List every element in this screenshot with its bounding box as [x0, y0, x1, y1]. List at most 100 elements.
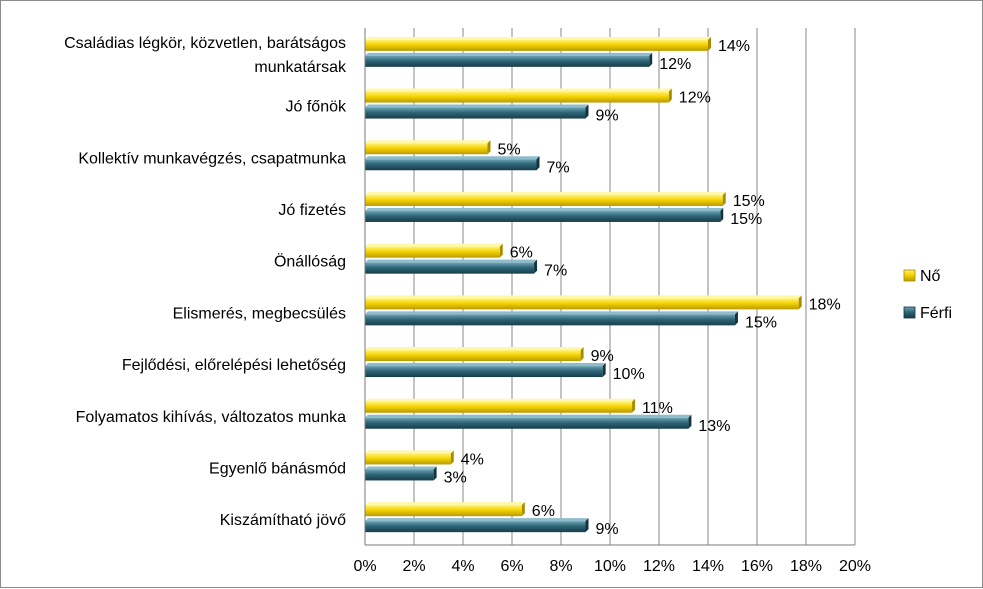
legend: Nő Férfi	[903, 268, 952, 322]
bar-no	[365, 502, 525, 517]
bar-front	[365, 366, 603, 378]
data-label: 14%	[718, 38, 750, 55]
bar-no	[365, 295, 802, 310]
bar-top-face	[365, 104, 589, 108]
bar-side-face	[602, 363, 606, 378]
bar-top-face	[365, 450, 454, 454]
bar-side-face	[487, 140, 491, 155]
data-label: 12%	[659, 56, 691, 73]
bar-top-face	[365, 414, 692, 418]
bar-top-face	[365, 207, 724, 211]
data-label: 7%	[544, 263, 567, 280]
bar-ferfi	[365, 104, 589, 119]
bar-side-face	[649, 52, 653, 67]
x-tick-label: 12%	[643, 558, 675, 575]
legend-item: Férfi	[903, 305, 952, 322]
bar-side-face	[734, 311, 738, 326]
bar-no	[365, 140, 491, 155]
bar-top-face	[365, 156, 540, 160]
bar-top-face	[365, 259, 538, 263]
bar-front	[365, 55, 650, 67]
bar-ferfi	[365, 414, 692, 429]
bar-ferfi	[365, 156, 540, 171]
bar-front	[365, 521, 586, 533]
data-label: 12%	[679, 90, 711, 107]
bar-top-face	[365, 36, 711, 40]
data-label: 9%	[596, 521, 619, 538]
bar-front	[365, 314, 735, 326]
bar-front	[365, 91, 669, 103]
bar-no	[365, 347, 584, 362]
data-label: 13%	[698, 418, 730, 435]
bar-ferfi	[365, 518, 589, 533]
legend-swatch	[903, 269, 916, 282]
bar-side-face	[433, 466, 437, 481]
x-tick-label: 20%	[839, 558, 871, 575]
category-label: Folyamatos kihívás, változatos munka	[76, 409, 346, 426]
bar-no	[365, 243, 503, 258]
bar-side-face	[668, 88, 672, 103]
data-label: 10%	[613, 366, 645, 383]
legend-swatch	[903, 306, 916, 319]
bar-front	[365, 143, 488, 155]
bar-no	[365, 450, 454, 465]
x-tick-label: 6%	[500, 558, 523, 575]
bar-side-face	[688, 414, 692, 429]
bar-no	[365, 36, 711, 51]
category-label: Egyenlő bánásmód	[209, 460, 346, 477]
bar-side-face	[585, 104, 589, 119]
category-label: Elismerés, megbecsülés	[173, 305, 346, 322]
bar-front	[365, 417, 689, 429]
data-label: 11%	[642, 400, 673, 417]
bar-top-face	[365, 347, 584, 351]
axis-layer: 0% 2% 4% 6% 8% 10% 12% 14% 16% 18% 20% Családias lé…	[64, 28, 871, 575]
x-tick-label: 16%	[741, 558, 773, 575]
data-label: 6%	[532, 503, 555, 520]
bar-side-face	[798, 295, 802, 310]
bar-top-face	[365, 243, 503, 247]
bar-side-face	[450, 450, 454, 465]
bar-side-face	[534, 259, 538, 274]
x-tick-label: 2%	[402, 558, 425, 575]
bar-no	[365, 398, 636, 413]
bar-side-face	[720, 207, 724, 222]
bar-top-face	[365, 295, 802, 299]
bar-side-face	[580, 347, 584, 362]
bar-front	[365, 107, 586, 119]
data-label: 18%	[809, 296, 841, 313]
bar-top-face	[365, 88, 672, 92]
bar-top-face	[365, 311, 738, 315]
category-label: Kiszámítható jövő	[220, 512, 346, 529]
bar-front	[365, 350, 581, 362]
data-label: 15%	[745, 314, 777, 331]
bar-front	[365, 469, 434, 481]
bar-ferfi	[365, 466, 437, 481]
bar-front	[365, 246, 500, 258]
bar-no	[365, 191, 726, 206]
bar-side-face	[708, 36, 711, 51]
bar-front	[365, 39, 708, 51]
bar-side-face	[632, 398, 636, 413]
bar-front	[365, 298, 799, 310]
bar-front	[365, 210, 721, 222]
bar-front	[365, 453, 451, 465]
x-tick-label: 14%	[692, 558, 724, 575]
label-layer: 14%12%12%9%5%7%15%15%6%7%18%15%9%10%11%1…	[444, 38, 841, 538]
category-label: Kollektív munkavégzés, csapatmunka	[78, 150, 346, 167]
bar-top-face	[365, 140, 491, 144]
bar-side-face	[521, 502, 525, 517]
bar-top-face	[365, 518, 589, 522]
bar-ferfi	[365, 207, 724, 222]
bar-no	[365, 88, 672, 103]
bar-ferfi	[365, 363, 606, 378]
bar-top-face	[365, 398, 636, 402]
x-tick-label: 4%	[451, 558, 474, 575]
data-label: 15%	[733, 193, 765, 210]
bar-side-face	[722, 191, 726, 206]
bar-top-face	[365, 466, 437, 470]
bar-top-face	[365, 363, 606, 367]
category-label: Családias légkör, közvetlen, barátságos m…	[64, 35, 347, 76]
bar-ferfi	[365, 52, 653, 67]
